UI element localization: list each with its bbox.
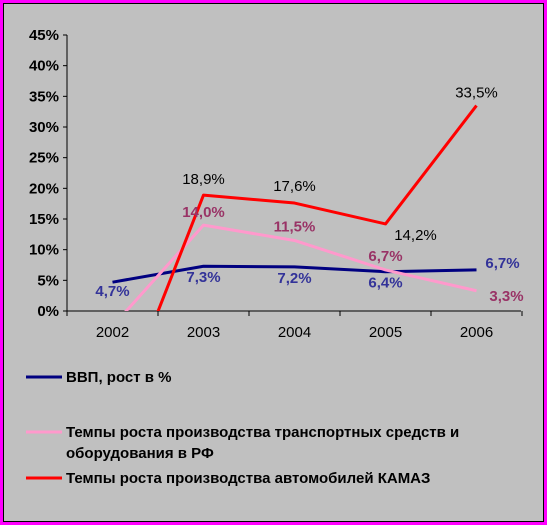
y-tick-label: 5%: [37, 272, 59, 289]
data-label: 6,4%: [368, 275, 402, 292]
data-label: 6,7%: [485, 255, 519, 272]
y-tick-label: 20%: [29, 180, 59, 197]
y-tick-label: 0%: [37, 303, 59, 320]
y-tick-label: 30%: [29, 119, 59, 136]
data-label: 4,7%: [95, 283, 129, 300]
data-label: 11,5%: [274, 218, 316, 235]
y-tick-label: 10%: [29, 242, 59, 259]
line-chart: 0% 5% 10% 15% 20% 25% 30% 35% 40% 45% 2002 2003 2004…: [26, 27, 524, 487]
chart-frame: 0% 5% 10% 15% 20% 25% 30% 35% 40% 45% 2002 2003 2004…: [3, 3, 544, 522]
data-label: 17,6%: [273, 178, 316, 195]
legend-label: Темпы роста производства транспортных ср…: [66, 424, 459, 441]
x-tick-label: 2003: [187, 324, 220, 341]
x-tick-label: 2005: [369, 324, 402, 341]
y-tick-label: 35%: [29, 88, 59, 105]
data-label: 18,9%: [182, 171, 225, 188]
data-label: 7,3%: [186, 269, 220, 286]
series-line-2: [156, 104, 478, 311]
y-tick-label: 45%: [29, 27, 59, 44]
data-label: 14,0%: [182, 204, 225, 221]
data-label: 3,3%: [489, 288, 523, 305]
y-tick-label: 15%: [29, 211, 59, 228]
series-line-1: [124, 223, 477, 311]
data-label: 7,2%: [277, 270, 311, 287]
legend-label: оборудования в РФ: [66, 445, 214, 462]
y-tick-label: 25%: [29, 150, 59, 167]
y-tick-label: 40%: [29, 58, 59, 75]
x-tick-label: 2004: [278, 324, 311, 341]
legend-label: Темпы роста производства автомобилей КАМ…: [66, 470, 430, 487]
data-label: 33,5%: [455, 85, 498, 102]
x-tick-label: 2006: [460, 324, 493, 341]
data-label: 14,2%: [394, 227, 437, 244]
x-tick-label: 2002: [96, 324, 129, 341]
data-label: 6,7%: [368, 248, 402, 265]
legend-label: ВВП, рост в %: [66, 369, 172, 386]
